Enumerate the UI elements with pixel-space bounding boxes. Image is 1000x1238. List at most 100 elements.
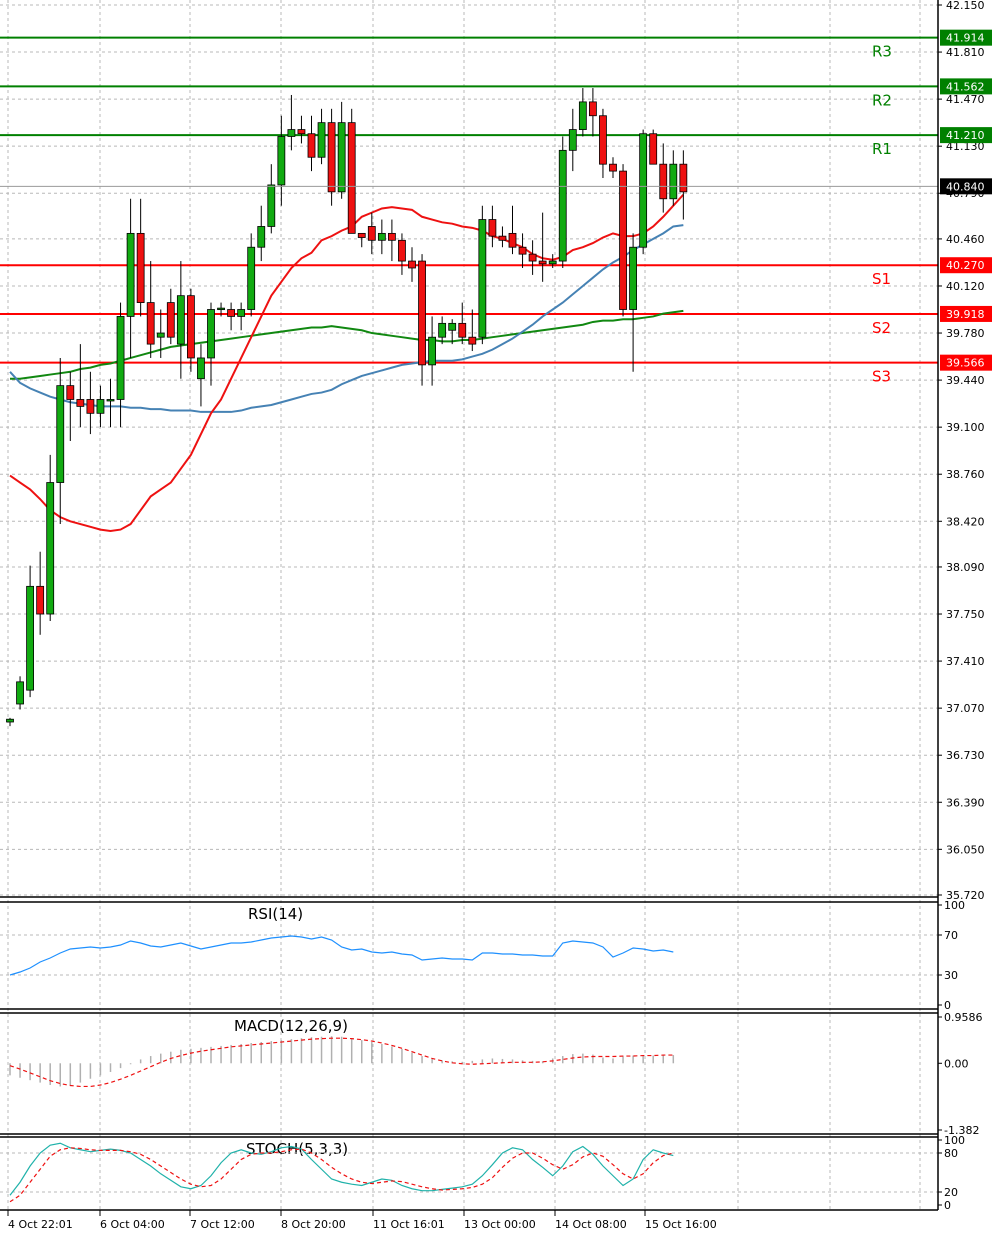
price-tick-label: 40.460	[946, 233, 985, 246]
price-tick-label: 41.470	[946, 93, 985, 106]
price-tick-label: 35.720	[946, 889, 985, 902]
candle-bullish	[267, 184, 276, 227]
x-tick-label: 11 Oct 16:01	[373, 1218, 445, 1231]
x-tick-label: 13 Oct 00:00	[464, 1218, 536, 1231]
candle-bearish	[76, 399, 85, 407]
candle-bullish	[26, 585, 35, 691]
macd-signal-line	[9, 1037, 674, 1088]
candle-bullish	[156, 332, 165, 338]
macd-panel: 0.9586 0.00 -1.382 MACD(12,26,9)	[9, 1011, 983, 1137]
level-price-label: 39.918	[946, 308, 985, 321]
level-name-s3: S3	[872, 368, 891, 386]
price-tick-label: 39.100	[946, 421, 985, 434]
price-tick-label: 36.050	[946, 843, 985, 856]
macd-tick-label: 0.00	[944, 1057, 969, 1070]
candle-bullish	[56, 385, 65, 483]
candle-bearish	[528, 253, 537, 262]
candle-bullish	[629, 246, 637, 310]
level-name-s1: S1	[872, 270, 891, 288]
candle-bearish	[86, 399, 95, 414]
candle-bearish	[227, 309, 236, 317]
candle-bullish	[568, 129, 577, 151]
candle-bearish	[418, 260, 426, 366]
x-axis: 4 Oct 22:01 6 Oct 04:00 7 Oct 12:00 8 Oct 2…	[7, 1210, 717, 1231]
candle-bearish	[36, 585, 45, 615]
candle-bullish	[46, 482, 55, 615]
price-tick-label: 37.750	[946, 608, 985, 621]
level-name-r2: R2	[872, 91, 892, 109]
stoch-tick-label: 20	[944, 1186, 958, 1199]
x-tick-label: 4 Oct 22:01	[8, 1218, 73, 1231]
x-tick-label: 6 Oct 04:00	[100, 1218, 165, 1231]
level-price-box	[940, 127, 992, 144]
candle-bearish	[146, 302, 155, 345]
candle-bearish	[408, 260, 416, 269]
moving-average-red	[9, 193, 685, 532]
macd-tick-label: -1.382	[944, 1124, 979, 1137]
price-tick-label: 40.120	[946, 280, 985, 293]
rsi-line	[9, 935, 674, 976]
candle-bearish	[367, 226, 376, 241]
candle-bearish	[136, 232, 145, 303]
candle-bullish	[96, 399, 105, 414]
x-tick-label: 14 Oct 08:00	[555, 1218, 627, 1231]
candle-bearish	[347, 122, 356, 234]
price-tick-label: 37.410	[946, 655, 985, 668]
x-tick-label: 8 Oct 20:00	[281, 1218, 346, 1231]
candle-bearish	[307, 133, 316, 158]
candle-bearish	[458, 322, 467, 338]
price-tick-label: 38.420	[946, 515, 985, 528]
price-tick-label: 38.090	[946, 561, 985, 574]
candle-bullish	[207, 309, 215, 359]
candle-bullish	[548, 260, 557, 265]
candle-bearish	[508, 232, 517, 248]
candle-bearish	[659, 163, 668, 200]
candle-bearish	[589, 101, 597, 117]
level-price-box	[940, 257, 992, 274]
price-tick-label: 38.760	[946, 468, 985, 481]
rsi-tick-label: 70	[944, 929, 958, 942]
x-tick-label: 15 Oct 16:00	[645, 1218, 717, 1231]
price-tick-label: 39.440	[946, 374, 985, 387]
candle-bullish	[558, 149, 567, 262]
rsi-tick-label: 30	[944, 969, 958, 982]
price-tick-label: 42.150	[946, 0, 985, 12]
candle-bearish	[619, 170, 627, 310]
panel-borders	[0, 0, 939, 1211]
level-price-label: 39.566	[946, 357, 985, 370]
level-name-r3: R3	[872, 43, 892, 61]
stoch-tick-label: 80	[944, 1147, 958, 1160]
price-tick-label: 36.390	[946, 796, 985, 809]
candle-bullish	[106, 399, 115, 402]
stoch-signal-line	[9, 1147, 674, 1203]
price-tick-label: 36.730	[946, 749, 985, 762]
candle-bullish	[578, 101, 587, 130]
level-price-label: 41.562	[946, 80, 985, 93]
x-tick-label: 7 Oct 12:00	[190, 1218, 255, 1231]
candle-bullish	[247, 246, 256, 310]
candle-bullish	[176, 295, 185, 345]
level-price-label: 41.210	[946, 129, 985, 142]
level-price-box	[940, 78, 992, 95]
candles	[6, 88, 688, 727]
candle-bearish	[186, 295, 195, 359]
level-name-r1: R1	[872, 140, 892, 158]
candle-bearish	[538, 260, 547, 265]
level-price-label: 41.914	[946, 32, 985, 45]
macd-title: MACD(12,26,9)	[234, 1017, 348, 1035]
candle-bullish	[428, 336, 437, 366]
candle-bullish	[237, 309, 246, 317]
support-resistance-levels: R3 R2 R1 S1 S2 S3	[0, 36, 938, 386]
macd-tick-label: 0.9586	[944, 1011, 983, 1024]
current-price-label: 40.840	[946, 180, 985, 193]
candle-bullish	[639, 133, 648, 248]
candle-bearish	[609, 163, 617, 172]
candle-bullish	[277, 136, 286, 186]
candle-bullish	[126, 232, 135, 317]
rsi-title: RSI(14)	[248, 905, 303, 923]
candle-bullish	[287, 129, 296, 137]
stoch-tick-label: 0	[944, 1199, 951, 1212]
candle-bullish	[197, 357, 205, 380]
rsi-panel: 100 70 30 0 RSI(14)	[0, 899, 965, 1012]
